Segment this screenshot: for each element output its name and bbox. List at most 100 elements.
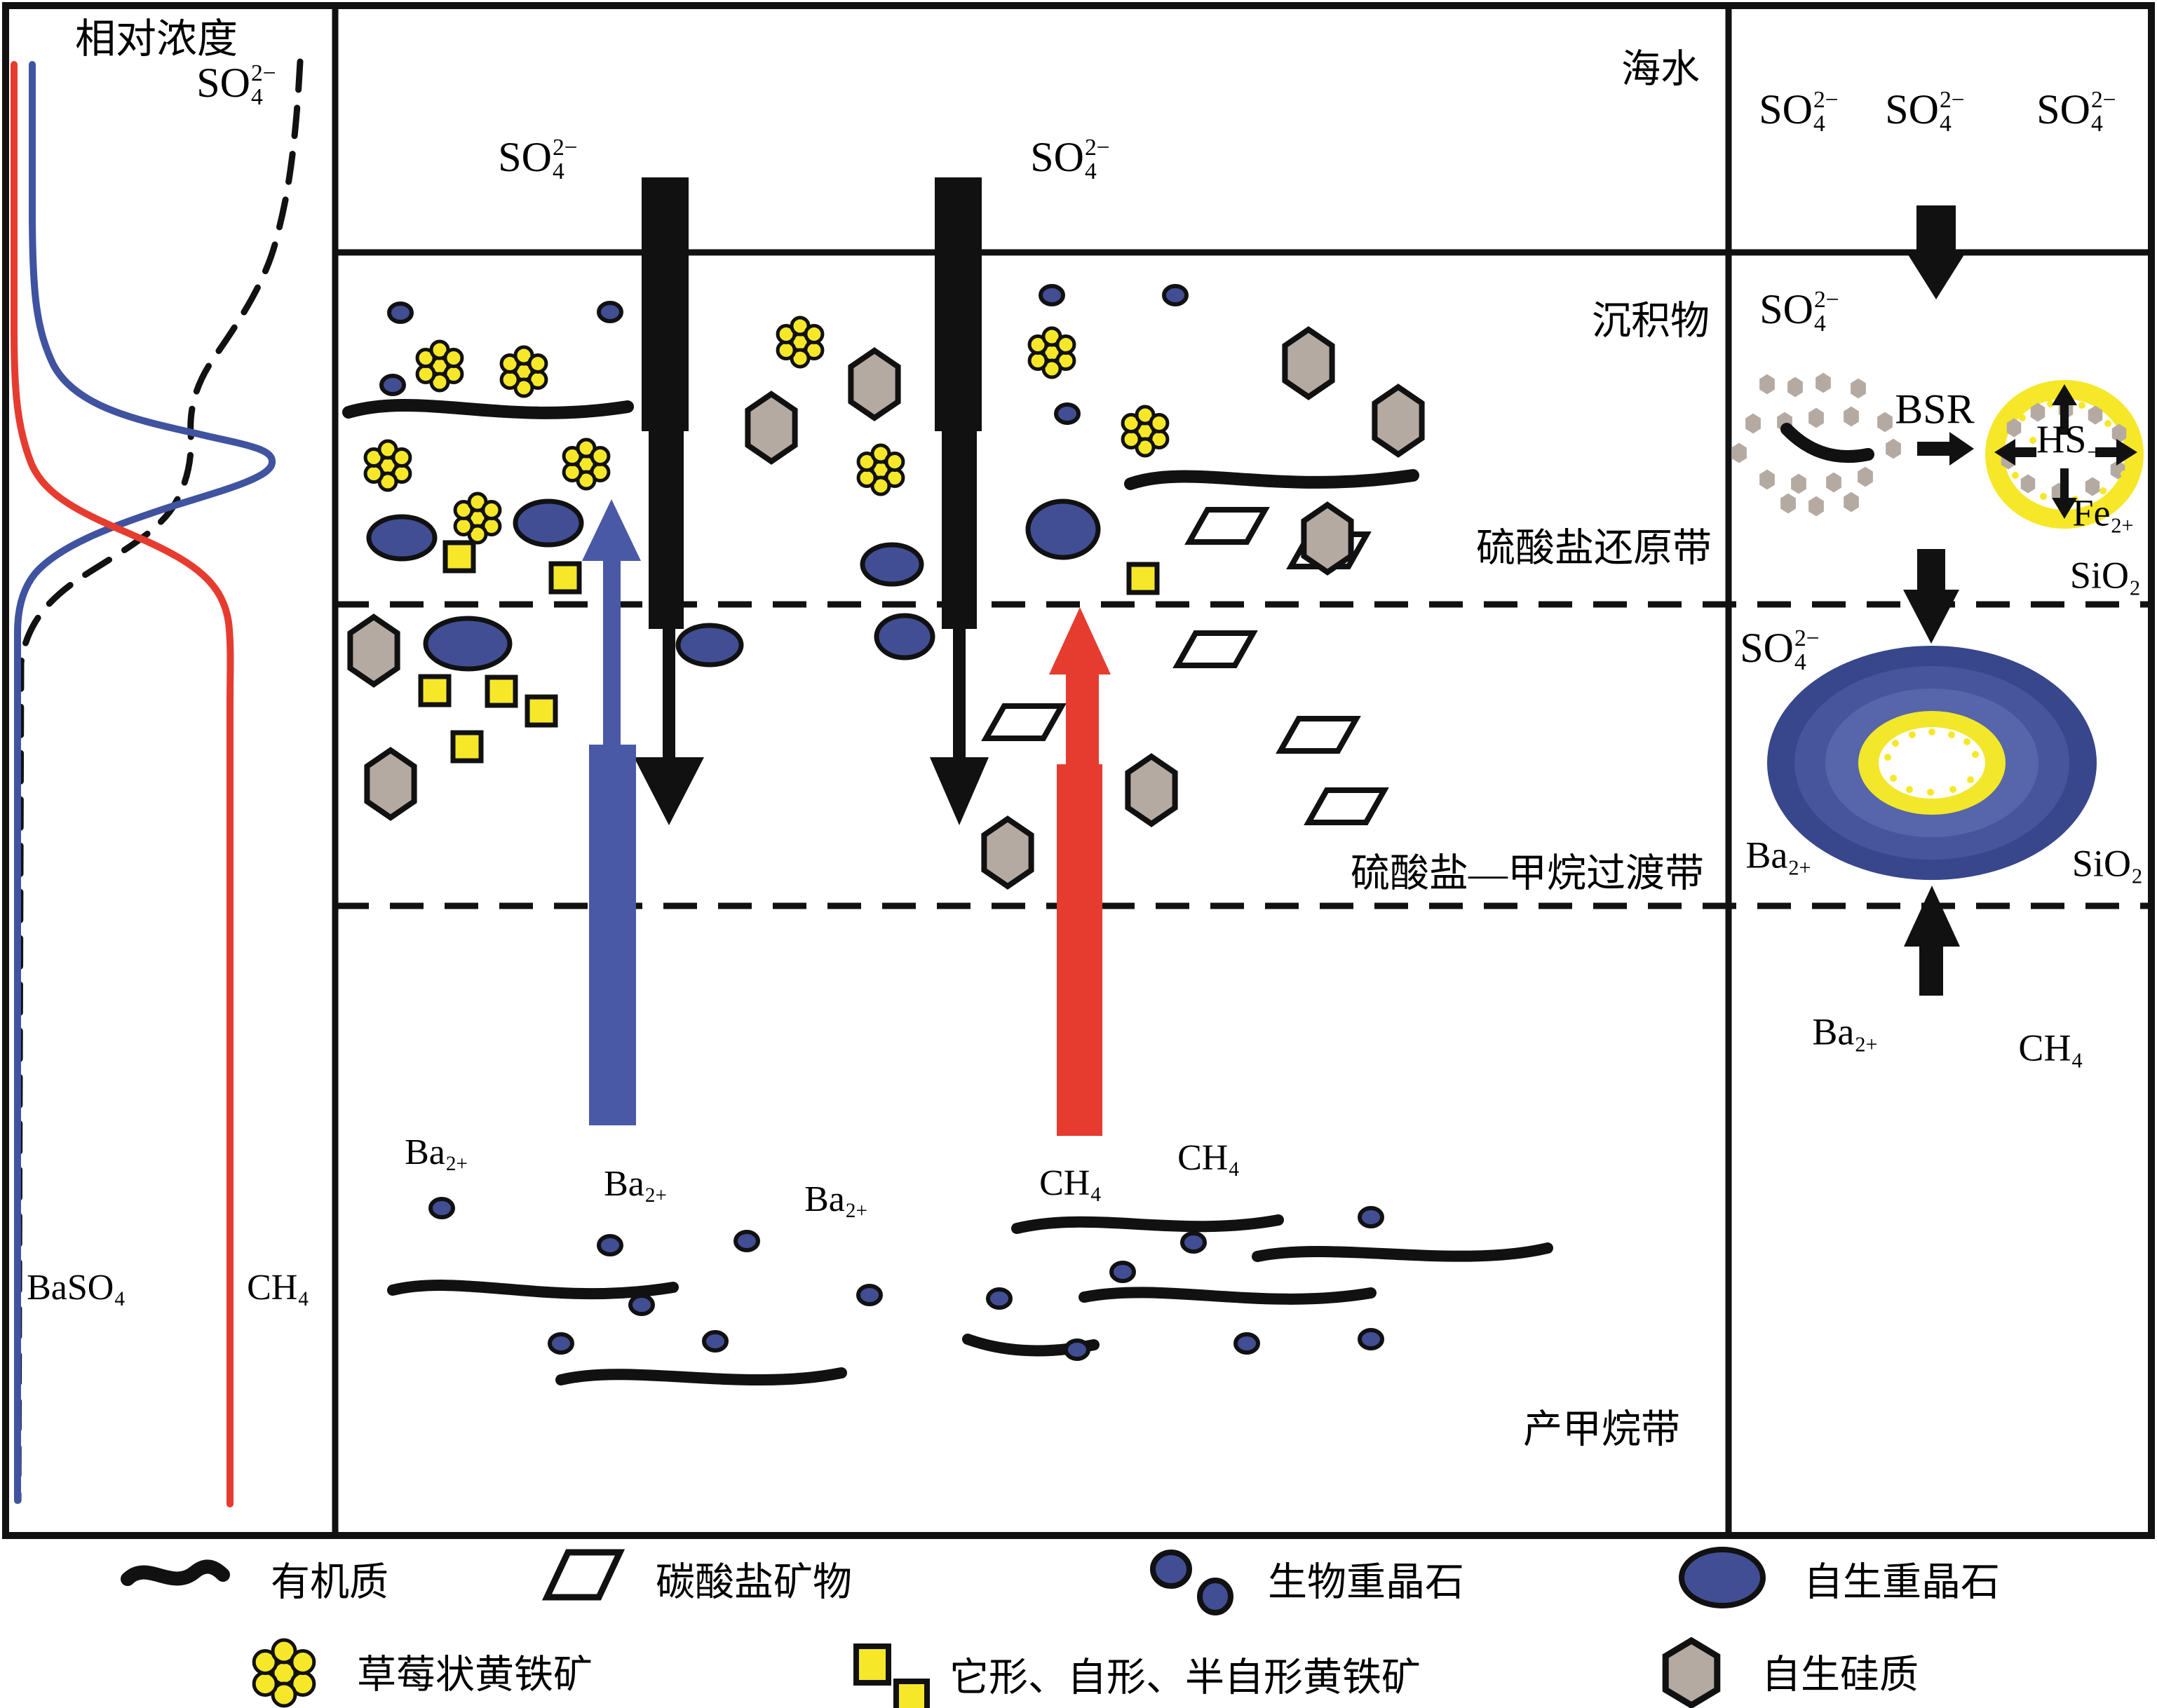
baso4-profile-curve	[14, 61, 276, 1504]
biogenic-barite-symbol	[856, 1284, 883, 1306]
pyrite-dot-icon	[1928, 728, 1935, 736]
pyrite-dot-icon	[2078, 402, 2085, 409]
biogenic-barite-symbol	[986, 1287, 1013, 1310]
authigenic-barite-symbol	[366, 514, 438, 562]
silica-dot-icon	[1787, 377, 1803, 398]
biogenic-barite-symbol	[428, 1197, 455, 1219]
pyrite-dot-icon	[2104, 420, 2111, 427]
biogenic-barite-symbol	[1162, 284, 1189, 306]
organic-matter-squiggle	[1780, 423, 1874, 463]
authigenic-barite-symbol	[860, 542, 924, 587]
silica-dot-icon	[1791, 473, 1806, 494]
biogenic-barite-symbol	[1233, 1332, 1260, 1355]
biogenic-barite-symbol	[387, 301, 414, 324]
silica-dot-icon	[1844, 492, 1859, 513]
authigenic-silica-symbol	[347, 614, 400, 688]
pyrite-dot-icon	[1972, 751, 1979, 758]
silica-dot-icon	[2030, 402, 2046, 422]
authigenic-silica-symbol	[1301, 501, 1354, 576]
biogenic-barite-symbol	[702, 1330, 729, 1353]
pyrite-crystal-symbol	[548, 561, 582, 595]
process-panel-layer	[1731, 372, 2144, 880]
pyrite-dot-icon	[1963, 738, 1970, 745]
silica-dot-icon	[1877, 412, 1893, 433]
authigenic-silica-symbol	[1372, 384, 1425, 458]
authigenic-barite-symbol	[1025, 499, 1101, 560]
organic-matter-squiggle	[555, 1367, 847, 1386]
so4-column-arrow-1	[634, 177, 704, 825]
pyrite-dot-icon	[1906, 786, 1913, 793]
biogenic-barite-symbol	[1358, 1328, 1384, 1350]
pyrite-dot-icon	[2019, 414, 2026, 421]
silica-dot-icon	[1759, 374, 1775, 395]
organic-matter-squiggle	[387, 1280, 679, 1300]
so4-column-arrow-2	[930, 177, 989, 825]
right-so4-down-arrow	[1905, 205, 1967, 299]
pyrite-dot-icon	[2099, 487, 2107, 494]
framboidal-pyrite-symbol	[1027, 326, 1076, 379]
sediment-symbols-layer	[342, 284, 1553, 1386]
silica-dot-icon	[1886, 438, 1901, 459]
organic-matter-squiggle	[1252, 1242, 1553, 1262]
organic-matter-squiggle	[1078, 1287, 1377, 1305]
ba-upward-flux-arrow	[582, 499, 641, 1125]
silica-dot-icon	[2088, 405, 2103, 425]
authigenic-silica-symbol	[1125, 753, 1178, 827]
pyrite-dot-icon	[2040, 493, 2047, 500]
authigenic-barite-symbol	[423, 616, 513, 672]
authigenic-silica-symbol	[981, 815, 1034, 890]
authigenic-barite-symbol	[874, 613, 935, 660]
biogenic-barite-symbol	[1109, 1261, 1136, 1283]
legend-icons-layer	[121, 1547, 1766, 1708]
pyrite-crystal-symbol	[485, 675, 518, 708]
biogenic-barite-icon	[1150, 1550, 1233, 1615]
outer-border	[2, 2, 2155, 1539]
silica-dot-icon	[2006, 418, 2022, 438]
authigenic-silica-symbol	[364, 747, 417, 821]
framboidal-pyrite-symbol	[415, 339, 464, 393]
pyrite-dot-icon	[1967, 776, 1974, 783]
silica-dot-icon	[1780, 493, 1796, 514]
pyrite-dot-icon	[1909, 731, 1916, 738]
authigenic-silica-symbol	[745, 391, 798, 465]
carbonate-mineral-symbol	[1304, 787, 1389, 825]
biogenic-barite-symbol	[597, 1234, 623, 1256]
pyrite-dot-icon	[2047, 400, 2054, 407]
authigenic-barite-symbol	[513, 499, 584, 548]
pyrite-dot-icon	[1890, 775, 1897, 782]
hs-diffuse-right-arrow	[2095, 439, 2137, 466]
pyrite-dot-icon	[2121, 470, 2128, 477]
concretion-layer	[1879, 727, 1985, 799]
silica-dot-icon	[1815, 372, 1831, 393]
framboidal-pyrite-symbol	[363, 439, 412, 492]
ch4-profile-curve	[11, 61, 234, 1507]
pyrite-dot-icon	[2012, 472, 2019, 479]
biogenic-barite-symbol	[1180, 1231, 1207, 1254]
authigenic-silica-symbol	[1282, 326, 1335, 400]
authigenic-silica-icon	[1662, 1636, 1721, 1708]
carbonate-mineral-symbol	[1172, 630, 1258, 668]
pyrite-crystal-symbol	[418, 674, 452, 707]
authigenic-barite-symbol	[675, 623, 744, 667]
hs-diffuse-up-arrow	[2052, 384, 2077, 435]
bsr-organic-cluster	[1731, 372, 1901, 517]
silica-dot-icon	[2020, 474, 2036, 494]
ch4-upward-flux-arrow	[1049, 607, 1111, 1136]
biogenic-barite-symbol	[1054, 402, 1081, 425]
biogenic-barite-symbol	[597, 301, 623, 323]
biogenic-barite-symbol	[733, 1230, 760, 1252]
biogenic-barite-symbol	[379, 374, 406, 396]
framboidal-pyrite-symbol	[562, 438, 611, 491]
silica-dot-icon	[1826, 472, 1841, 493]
carbonate-mineral-symbol	[981, 703, 1067, 741]
right-ba-ch4-up-arrow	[1904, 886, 1960, 996]
biogenic-barite-symbol	[1064, 1338, 1090, 1361]
so4-profile-curve	[15, 58, 304, 1504]
barite-concretion-diagram	[1767, 646, 2097, 880]
pyrite-dot-icon	[2029, 437, 2036, 444]
flux-arrows-layer	[582, 177, 2137, 1136]
pyrite-dot-icon	[1884, 754, 1891, 761]
pyrite-dot-icon	[1927, 789, 1934, 796]
